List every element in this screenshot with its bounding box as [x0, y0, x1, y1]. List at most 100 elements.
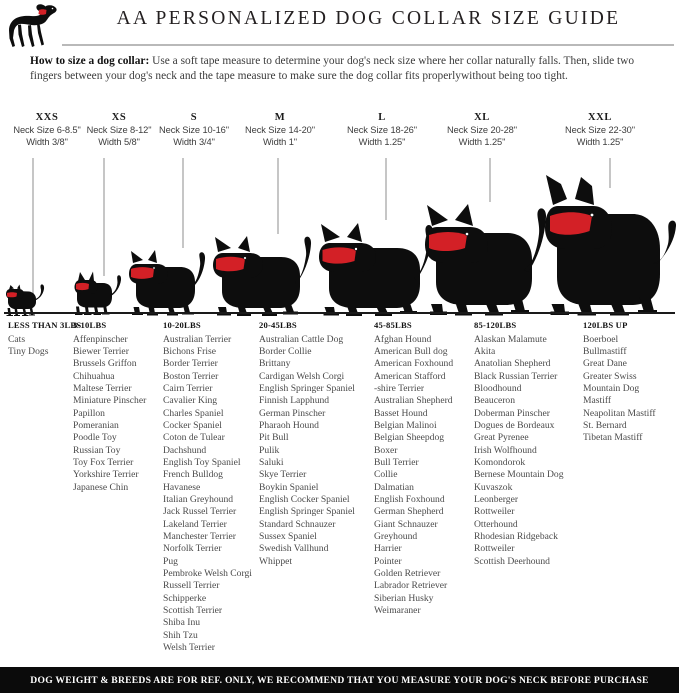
breed-list-item: Chihuahua: [73, 370, 115, 382]
breed-list-item: Pomeranian: [73, 419, 119, 431]
breed-column-header: 20-45LBS: [259, 320, 297, 330]
breed-list-item: Papillon: [73, 407, 105, 419]
breed-list-item: Collie: [374, 469, 398, 481]
breed-list-item: Belgian Sheepdog: [374, 432, 445, 444]
size-name: L: [378, 112, 386, 123]
size-neck-range: Neck Size 22-30": [565, 125, 635, 135]
breed-list-item: Rottweiler: [474, 506, 515, 518]
breed-list-item: Australian Cattle Dog: [259, 333, 344, 345]
breed-column-header: LESS THAN 3LBS: [8, 320, 82, 330]
breed-list-item: Great Pyrenee: [474, 432, 529, 444]
dog-with-red-collar-icon: [4, 2, 60, 50]
chihuahua-silhouette: [72, 261, 124, 316]
size-collar-width: Width 5/8": [98, 137, 140, 147]
breed-list-item: Maltese Terrier: [73, 382, 132, 394]
size-collar-width: Width 1.25": [358, 137, 406, 147]
breed-list-item: American Stafford: [374, 370, 446, 382]
breed-list-item: Welsh Terrier: [163, 642, 215, 654]
breed-list-item: Miniature Pinscher: [73, 395, 147, 407]
breed-list-item: Pharaoh Hound: [259, 419, 319, 431]
page-header: AA PERSONALIZED DOG COLLAR SIZE GUIDE: [0, 0, 679, 52]
breed-list-item: Swedish Vallhund: [259, 543, 329, 555]
size-collar-width: Width 1.25": [458, 137, 506, 147]
breed-list-item: Toy Fox Terrier: [73, 456, 134, 468]
breed-list-item: Cavalier King: [163, 395, 218, 407]
breed-list-item: Norfolk Terrier: [163, 543, 222, 555]
breed-list-item: Tibetan Mastiff: [583, 432, 643, 444]
size-neck-range: Neck Size 8-12": [86, 125, 152, 135]
size-column-xl: XL Neck Size 20-28" Width 1.25": [428, 112, 536, 147]
breed-list-item: Rhodesian Ridgeback: [474, 531, 558, 542]
breed-list-item: Basset Hound: [374, 407, 428, 419]
size-name: XXS: [35, 112, 59, 123]
breed-list-item: Charles Spaniel: [163, 407, 224, 419]
breed-list-item: Alaskan Malamute: [474, 333, 547, 345]
breed-list-item: Schipperke: [163, 592, 207, 604]
breed-list-item: Doberman Pinscher: [474, 407, 550, 419]
breed-list-item: Pulik: [259, 444, 280, 456]
breed-column-header: 120LBS UP: [583, 320, 628, 330]
size-collar-width: Width 3/4": [173, 137, 215, 147]
breed-list-item: Finnish Lapphund: [259, 395, 330, 407]
breed-list-item: Pembroke Welsh Corgi: [163, 568, 252, 580]
breed-list-item: Boykin Spaniel: [259, 481, 319, 493]
breed-list-item: Affenpinscher: [73, 333, 128, 345]
breed-list-item: Scottish Deerhound: [474, 555, 550, 567]
breed-list-item: Labrador Retriever: [374, 580, 448, 592]
terrier-silhouette: [128, 240, 210, 316]
size-neck-range: Neck Size 18-26": [347, 125, 417, 135]
breed-list-item: Brittany: [259, 358, 291, 370]
breed-list-item: Skye Terrier: [259, 469, 307, 481]
breed-list-item: Standard Schnauzer: [259, 518, 336, 530]
baseline-rule: [4, 312, 675, 314]
retriever-silhouette: [318, 211, 434, 316]
breed-list-item: Bernese Mountain Dog: [474, 469, 564, 481]
breed-list-item: Anatolian Shepherd: [474, 358, 551, 370]
footer-disclaimer-text: DOG WEIGHT & BREEDS ARE FOR REF. ONLY, W…: [30, 674, 649, 686]
size-column-s: S Neck Size 10-16" Width 3/4": [148, 112, 240, 147]
breed-list-item: French Bulldog: [163, 469, 223, 481]
breed-list-item: English Cocker Spaniel: [259, 493, 350, 505]
breed-list-item: Great Dane: [583, 358, 627, 370]
breed-list-item: Yorkshire Terrier: [73, 469, 139, 481]
breed-list-item: Irish Wolfhound: [474, 444, 537, 456]
breed-list-item: Shih Tzu: [163, 629, 198, 641]
breed-list-item: Dachshund: [163, 444, 207, 456]
title-divider: [62, 44, 674, 46]
size-column-xxs: XXS Neck Size 6-8.5" Width 3/8": [2, 112, 92, 147]
breed-list-item: Giant Schnauzer: [374, 518, 438, 530]
breed-list-item: American Bull dog: [374, 345, 448, 357]
breed-list-item: Bloodhound: [474, 382, 522, 394]
breed-list-item: Siberian Husky: [374, 592, 434, 604]
breed-list-item: Border Terrier: [163, 358, 218, 370]
medium-dog-silhouette: [212, 226, 316, 316]
breed-list-item: Scottish Terrier: [163, 605, 223, 617]
cat-silhouette: [4, 273, 48, 316]
size-label-row: XXS Neck Size 6-8.5" Width 3/8" XS Neck Size…: [0, 112, 679, 158]
breed-list-item: Akita: [474, 345, 496, 357]
breed-list-item: Cairn Terrier: [163, 382, 213, 394]
breed-list-item: Cardigan Welsh Corgi: [259, 370, 345, 382]
breed-list-item: Border Collie: [259, 345, 312, 357]
size-column-m: M Neck Size 14-20" Width 1": [232, 112, 328, 147]
breed-list-item: English Springer Spaniel: [259, 382, 355, 394]
breed-list-item: Lakeland Terrier: [163, 518, 227, 530]
breed-list-item: Mastiff: [583, 395, 612, 407]
breed-list-item: Kuvaszok: [474, 481, 513, 493]
breed-list-item: Komondorok: [474, 456, 526, 468]
breed-list-item: English Toy Spaniel: [163, 456, 241, 468]
breed-list-item: Rottweiler: [474, 543, 515, 555]
breed-list-item: Coton de Tulear: [163, 432, 225, 444]
breed-list-item: Leonberger: [474, 493, 519, 505]
breed-list-item: Golden Retriever: [374, 568, 441, 580]
breed-list-item: Russian Toy: [73, 444, 121, 456]
breed-list-item: Brussels Griffon: [73, 358, 137, 370]
breed-list-item: Pug: [163, 555, 178, 567]
breed-list-item: Havanese: [163, 481, 201, 493]
size-name: XS: [111, 112, 127, 123]
size-tick-l: [385, 158, 387, 220]
breed-list-item: Poodle Toy: [73, 432, 117, 444]
breed-list-item: Otterhound: [474, 518, 518, 530]
breed-list-item: Australian Terrier: [163, 333, 232, 345]
how-to-body: Use a soft tape measure to determine you…: [30, 55, 635, 83]
